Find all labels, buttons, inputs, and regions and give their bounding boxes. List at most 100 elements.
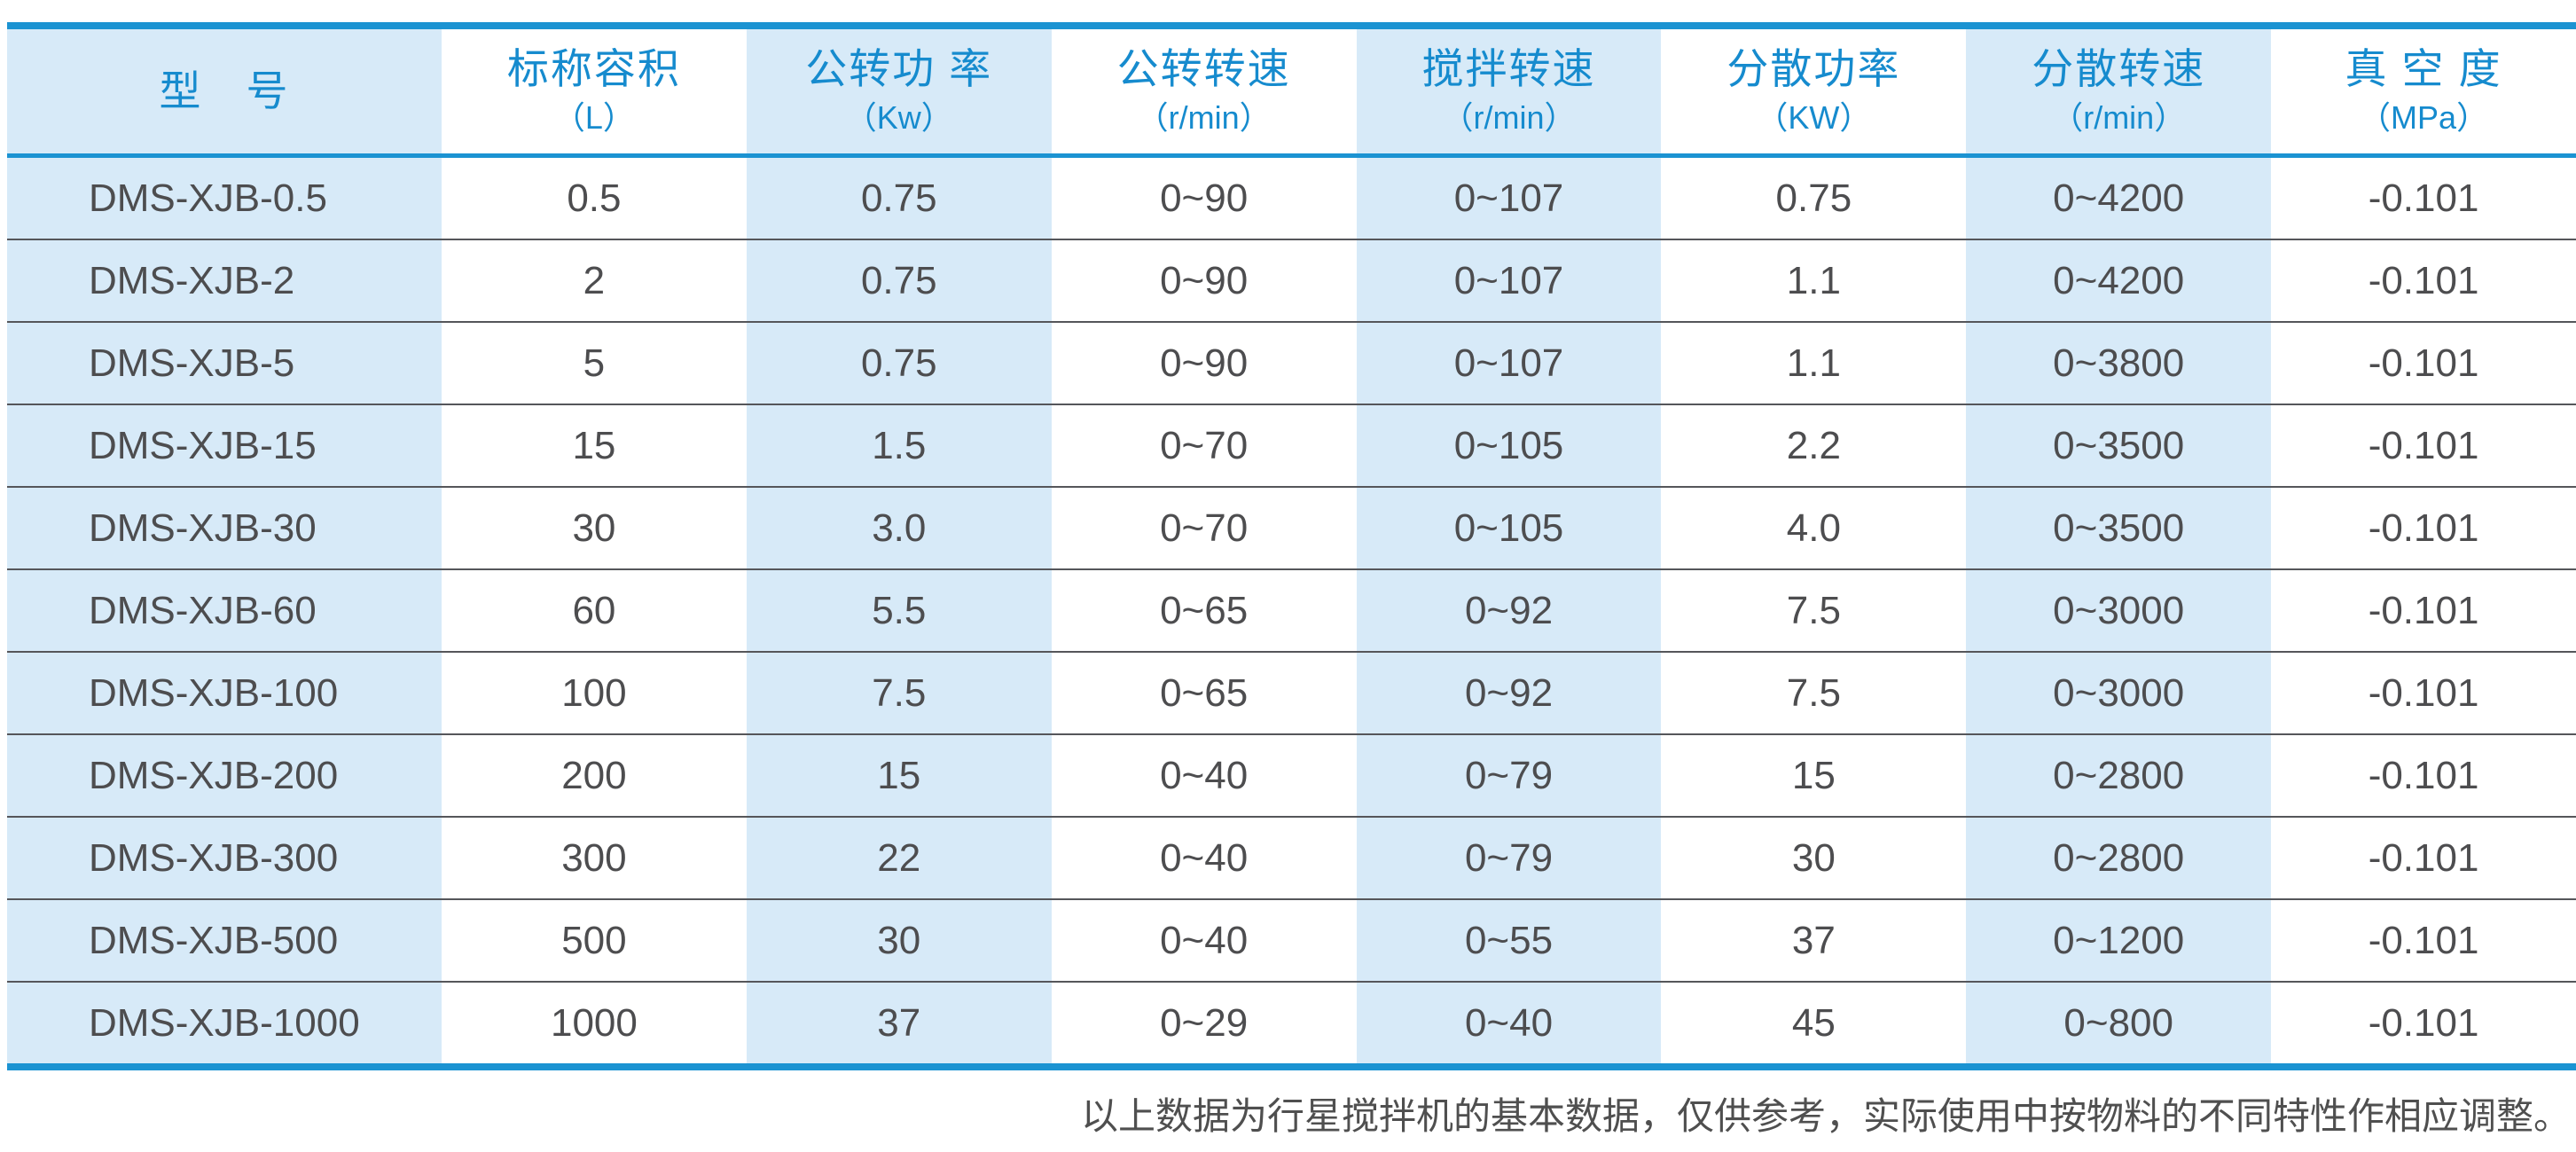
table-row: DMS-XJB-0.5 0.5 0.75 0~90 0~107 0.75 0~4200 -0.…: [7, 158, 2576, 239]
value-cell: 0.75: [1661, 158, 1967, 239]
value-cell: 0~107: [1356, 323, 1662, 404]
value-cell: 5.5: [746, 570, 1052, 651]
column-label: 分散转速: [2032, 45, 2206, 92]
column-header: 分散功率 （KW）: [1661, 29, 1967, 153]
value-cell: 0~79: [1356, 735, 1662, 816]
value-cell: 60: [442, 570, 747, 651]
model-cell: DMS-XJB-5: [7, 323, 442, 404]
value-cell: 0~79: [1356, 818, 1662, 898]
value-cell: 0~55: [1356, 900, 1662, 981]
value-cell: 300: [442, 818, 747, 898]
model-cell: DMS-XJB-1000: [7, 983, 442, 1063]
column-label: 搅拌转速: [1421, 45, 1596, 92]
value-cell: 0~2800: [1966, 818, 2272, 898]
value-cell: 500: [442, 900, 747, 981]
value-cell: -0.101: [2271, 323, 2576, 404]
model-cell: DMS-XJB-60: [7, 570, 442, 651]
column-unit: （L）: [552, 99, 635, 136]
model-cell: DMS-XJB-2: [7, 240, 442, 321]
value-cell: 15: [1661, 735, 1967, 816]
model-cell: DMS-XJB-500: [7, 900, 442, 981]
column-header: 型 号: [7, 29, 442, 153]
value-cell: 0~92: [1356, 653, 1662, 733]
column-label: 公转功 率: [805, 45, 993, 92]
column-label: 公转转速: [1116, 45, 1291, 92]
value-cell: 22: [746, 818, 1052, 898]
column-unit: （MPa）: [2359, 99, 2489, 136]
value-cell: 2: [442, 240, 747, 321]
value-cell: 0~3000: [1966, 653, 2272, 733]
column-unit: （Kw）: [844, 99, 953, 136]
value-cell: 1.5: [746, 405, 1052, 486]
value-cell: 0.75: [746, 158, 1052, 239]
column-header: 公转功 率 （Kw）: [746, 29, 1052, 153]
value-cell: 0~3500: [1966, 488, 2272, 568]
value-cell: 7.5: [1661, 653, 1967, 733]
value-cell: 30: [1661, 818, 1967, 898]
value-cell: 15: [746, 735, 1052, 816]
value-cell: 30: [746, 900, 1052, 981]
value-cell: 0~107: [1356, 240, 1662, 321]
value-cell: -0.101: [2271, 158, 2576, 239]
value-cell: -0.101: [2271, 818, 2576, 898]
value-cell: 0~29: [1051, 983, 1357, 1063]
value-cell: 15: [442, 405, 747, 486]
value-cell: -0.101: [2271, 240, 2576, 321]
spec-sheet-page: 型 号 标称容积 （L） 公转功 率 （Kw） 公转转速 （r/min） 搅拌转速 （r/min…: [0, 22, 2576, 1152]
model-cell: DMS-XJB-30: [7, 488, 442, 568]
value-cell: 0~105: [1356, 488, 1662, 568]
value-cell: 0~40: [1051, 818, 1357, 898]
column-unit: （r/min）: [2051, 99, 2187, 136]
table-row: DMS-XJB-500 500 30 0~40 0~55 37 0~1200 -0.101: [7, 898, 2576, 981]
model-cell: DMS-XJB-300: [7, 818, 442, 898]
value-cell: 3.0: [746, 488, 1052, 568]
column-header: 真 空 度 （MPa）: [2271, 29, 2576, 153]
value-cell: 0~2800: [1966, 735, 2272, 816]
column-label: 真 空 度: [2345, 45, 2502, 92]
column-header: 标称容积 （L）: [442, 29, 747, 153]
table-row: DMS-XJB-15 15 1.5 0~70 0~105 2.2 0~3500 -0.101: [7, 404, 2576, 486]
value-cell: 0~70: [1051, 405, 1357, 486]
value-cell: 30: [442, 488, 747, 568]
table-row: DMS-XJB-1000 1000 37 0~29 0~40 45 0~800 -0.101: [7, 981, 2576, 1063]
value-cell: 0~1200: [1966, 900, 2272, 981]
footer-note: 以上数据为行星搅拌机的基本数据，仅供参考，实际使用中按物料的不同特性作相应调整。: [1080, 1094, 2571, 1138]
model-cell: DMS-XJB-200: [7, 735, 442, 816]
table-row: DMS-XJB-100 100 7.5 0~65 0~92 7.5 0~3000 -0.101: [7, 651, 2576, 733]
value-cell: -0.101: [2271, 405, 2576, 486]
table-row: DMS-XJB-5 5 0.75 0~90 0~107 1.1 0~3800 -0.101: [7, 321, 2576, 404]
table-body: DMS-XJB-0.5 0.5 0.75 0~90 0~107 0.75 0~4200 -0.…: [7, 158, 2576, 1063]
spec-table: 型 号 标称容积 （L） 公转功 率 （Kw） 公转转速 （r/min） 搅拌转速 （r/min…: [7, 22, 2576, 1070]
model-cell: DMS-XJB-100: [7, 653, 442, 733]
column-header: 公转转速 （r/min）: [1051, 29, 1357, 153]
column-unit: （r/min）: [1441, 99, 1577, 136]
table-row: DMS-XJB-300 300 22 0~40 0~79 30 0~2800 -0.101: [7, 816, 2576, 898]
table-header-row: 型 号 标称容积 （L） 公转功 率 （Kw） 公转转速 （r/min） 搅拌转速 （r/min…: [7, 29, 2576, 158]
value-cell: -0.101: [2271, 488, 2576, 568]
value-cell: 0.75: [746, 240, 1052, 321]
value-cell: 0~70: [1051, 488, 1357, 568]
value-cell: 2.2: [1661, 405, 1967, 486]
column-unit: （r/min）: [1136, 99, 1272, 136]
column-label: 标称容积: [506, 45, 681, 92]
value-cell: 0~90: [1051, 158, 1357, 239]
column-label: 分散功率: [1726, 45, 1901, 92]
value-cell: -0.101: [2271, 900, 2576, 981]
value-cell: 0.5: [442, 158, 747, 239]
column-unit: （KW）: [1756, 99, 1872, 136]
value-cell: 7.5: [746, 653, 1052, 733]
model-cell: DMS-XJB-15: [7, 405, 442, 486]
value-cell: 37: [1661, 900, 1967, 981]
value-cell: 0~107: [1356, 158, 1662, 239]
value-cell: 7.5: [1661, 570, 1967, 651]
value-cell: 4.0: [1661, 488, 1967, 568]
value-cell: 0~90: [1051, 323, 1357, 404]
table-row: DMS-XJB-2 2 0.75 0~90 0~107 1.1 0~4200 -0.101: [7, 239, 2576, 321]
table-row: DMS-XJB-60 60 5.5 0~65 0~92 7.5 0~3000 -0.101: [7, 568, 2576, 651]
value-cell: 0~105: [1356, 405, 1662, 486]
column-header: 搅拌转速 （r/min）: [1356, 29, 1662, 153]
column-label: 型 号: [159, 67, 290, 114]
value-cell: 0~4200: [1966, 240, 2272, 321]
value-cell: 0~800: [1966, 983, 2272, 1063]
value-cell: 0~3500: [1966, 405, 2272, 486]
